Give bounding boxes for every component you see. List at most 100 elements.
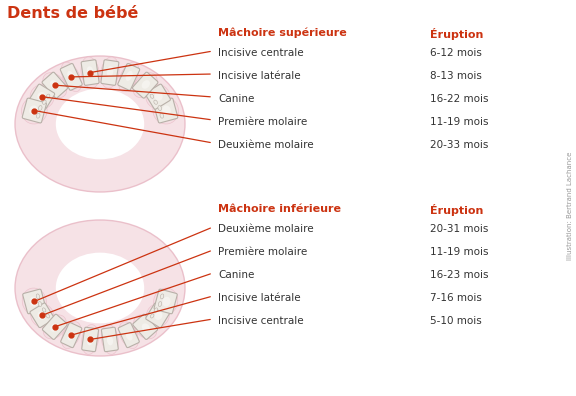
FancyBboxPatch shape xyxy=(133,314,158,339)
Text: Incisive latérale: Incisive latérale xyxy=(218,293,301,303)
FancyBboxPatch shape xyxy=(22,98,47,123)
Ellipse shape xyxy=(36,294,40,299)
Ellipse shape xyxy=(30,85,54,109)
Ellipse shape xyxy=(37,312,46,320)
Ellipse shape xyxy=(56,89,144,159)
Text: Deuxième molaire: Deuxième molaire xyxy=(218,140,313,150)
FancyBboxPatch shape xyxy=(101,60,119,85)
Ellipse shape xyxy=(154,288,178,315)
Ellipse shape xyxy=(119,62,139,91)
Ellipse shape xyxy=(150,94,154,98)
Ellipse shape xyxy=(160,294,164,299)
Ellipse shape xyxy=(107,335,113,345)
Ellipse shape xyxy=(154,100,157,104)
Text: Mâchoire inférieure: Mâchoire inférieure xyxy=(218,204,341,214)
Text: 16-23 mois: 16-23 mois xyxy=(430,270,488,280)
Ellipse shape xyxy=(43,315,66,339)
Ellipse shape xyxy=(107,66,113,77)
FancyBboxPatch shape xyxy=(81,60,99,85)
Text: 6-12 mois: 6-12 mois xyxy=(430,48,482,58)
Text: 11-19 mois: 11-19 mois xyxy=(430,247,488,257)
Ellipse shape xyxy=(81,57,99,88)
Ellipse shape xyxy=(133,73,157,98)
Ellipse shape xyxy=(43,73,67,98)
Text: 8-13 mois: 8-13 mois xyxy=(430,71,482,81)
Ellipse shape xyxy=(36,113,40,118)
Ellipse shape xyxy=(142,80,150,89)
Ellipse shape xyxy=(154,308,158,312)
Ellipse shape xyxy=(39,106,42,110)
FancyBboxPatch shape xyxy=(29,84,55,109)
Ellipse shape xyxy=(101,325,118,354)
Ellipse shape xyxy=(101,57,119,88)
Ellipse shape xyxy=(160,113,164,118)
Ellipse shape xyxy=(67,331,74,341)
Ellipse shape xyxy=(31,303,54,327)
Text: Incisive centrale: Incisive centrale xyxy=(218,316,304,326)
Ellipse shape xyxy=(46,94,50,98)
Text: Première molaire: Première molaire xyxy=(218,247,307,257)
Text: 20-33 mois: 20-33 mois xyxy=(430,140,488,150)
Ellipse shape xyxy=(46,314,50,318)
FancyBboxPatch shape xyxy=(43,314,67,339)
Ellipse shape xyxy=(158,106,161,110)
Ellipse shape xyxy=(154,312,162,320)
Text: 5-10 mois: 5-10 mois xyxy=(430,316,482,326)
Ellipse shape xyxy=(37,92,46,101)
Ellipse shape xyxy=(15,56,185,192)
Ellipse shape xyxy=(162,105,171,115)
Ellipse shape xyxy=(43,100,46,104)
Ellipse shape xyxy=(153,97,179,124)
Ellipse shape xyxy=(15,220,185,356)
FancyBboxPatch shape xyxy=(42,72,67,98)
Ellipse shape xyxy=(146,85,170,109)
Text: 7-16 mois: 7-16 mois xyxy=(430,293,482,303)
Text: 11-19 mois: 11-19 mois xyxy=(430,117,488,127)
Ellipse shape xyxy=(22,288,47,315)
Ellipse shape xyxy=(82,325,98,354)
Ellipse shape xyxy=(150,314,154,318)
FancyBboxPatch shape xyxy=(154,289,177,314)
Text: 16-22 mois: 16-22 mois xyxy=(430,94,488,104)
Text: Mâchoire supérieure: Mâchoire supérieure xyxy=(218,28,347,38)
Text: Éruption: Éruption xyxy=(430,28,483,40)
Ellipse shape xyxy=(154,92,162,101)
FancyBboxPatch shape xyxy=(101,327,118,352)
FancyBboxPatch shape xyxy=(145,84,170,109)
FancyBboxPatch shape xyxy=(146,303,170,327)
FancyBboxPatch shape xyxy=(60,323,82,348)
Ellipse shape xyxy=(29,297,37,307)
Ellipse shape xyxy=(146,303,169,327)
Text: Canine: Canine xyxy=(218,270,255,280)
Text: Éruption: Éruption xyxy=(430,204,483,216)
Text: Canine: Canine xyxy=(218,94,255,104)
Text: Dents de bébé: Dents de bébé xyxy=(7,6,138,21)
Ellipse shape xyxy=(62,322,81,348)
Text: 20-31 mois: 20-31 mois xyxy=(430,224,488,234)
Ellipse shape xyxy=(67,71,74,81)
Ellipse shape xyxy=(134,315,157,339)
Ellipse shape xyxy=(158,302,162,307)
Ellipse shape xyxy=(126,71,132,81)
Ellipse shape xyxy=(50,80,58,89)
FancyBboxPatch shape xyxy=(132,72,158,98)
Text: Première molaire: Première molaire xyxy=(218,117,307,127)
FancyBboxPatch shape xyxy=(22,289,46,314)
Text: Incisive latérale: Incisive latérale xyxy=(218,71,301,81)
FancyBboxPatch shape xyxy=(30,303,54,327)
Ellipse shape xyxy=(86,66,93,77)
Ellipse shape xyxy=(43,308,46,312)
FancyBboxPatch shape xyxy=(82,327,98,352)
Text: Illustration: Bertrand Lachance: Illustration: Bertrand Lachance xyxy=(567,152,573,260)
FancyBboxPatch shape xyxy=(154,98,178,123)
Ellipse shape xyxy=(142,324,150,331)
Text: Deuxième molaire: Deuxième molaire xyxy=(218,224,313,234)
Ellipse shape xyxy=(56,253,144,324)
Ellipse shape xyxy=(87,335,93,345)
Ellipse shape xyxy=(162,297,170,307)
Ellipse shape xyxy=(50,324,58,331)
Ellipse shape xyxy=(21,97,47,124)
Text: Incisive centrale: Incisive centrale xyxy=(218,48,304,58)
FancyBboxPatch shape xyxy=(60,63,82,90)
Ellipse shape xyxy=(29,105,38,115)
